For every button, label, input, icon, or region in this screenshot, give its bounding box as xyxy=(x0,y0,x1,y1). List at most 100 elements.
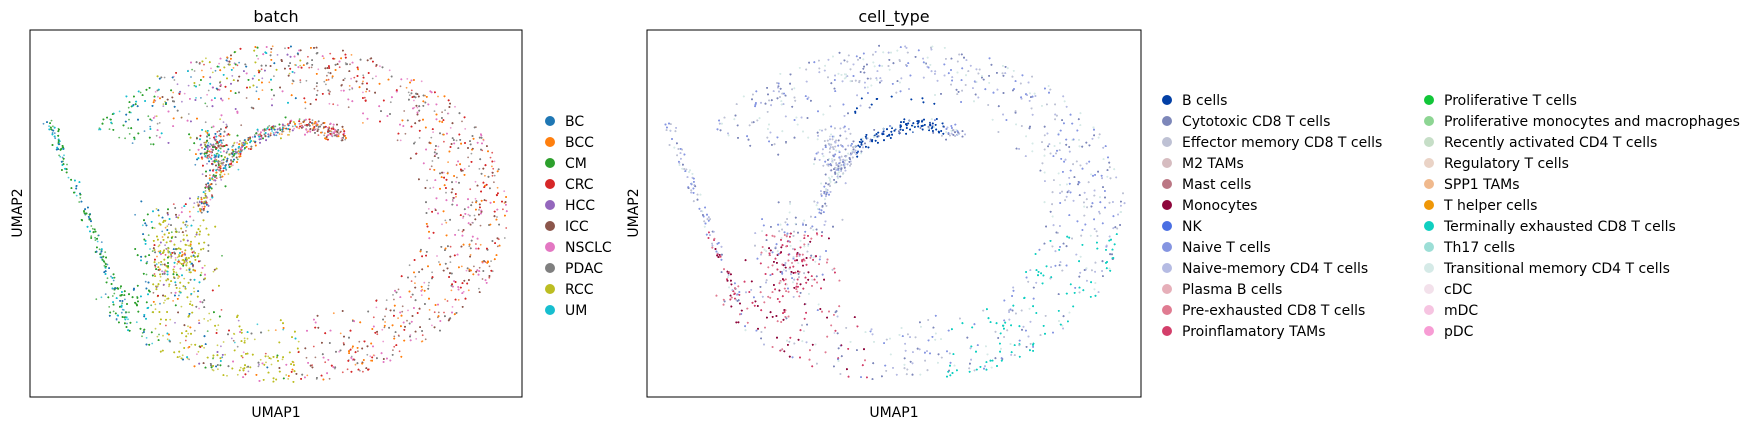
scatter-point xyxy=(176,256,179,259)
scatter-point xyxy=(147,234,150,237)
scatter-point xyxy=(153,227,156,230)
scatter-point xyxy=(210,144,213,147)
scatter-point xyxy=(429,168,431,171)
scatter-point xyxy=(155,134,158,137)
scatter-point xyxy=(193,250,195,253)
scatter-point xyxy=(154,266,157,268)
scatter-point xyxy=(264,352,267,355)
scatter-point xyxy=(165,247,168,250)
scatter-point xyxy=(186,357,189,360)
scatter-point xyxy=(185,226,188,228)
scatter-point xyxy=(217,324,220,327)
scatter-point xyxy=(209,198,212,201)
scatter-point xyxy=(281,133,283,136)
scatter-point xyxy=(172,300,175,302)
scatter-point xyxy=(128,311,130,314)
scatter-point xyxy=(362,370,364,373)
scatter-point xyxy=(206,93,209,96)
scatter-point xyxy=(379,65,381,68)
scatter-point xyxy=(227,97,230,100)
scatter-point xyxy=(174,228,177,231)
scatter-point xyxy=(94,239,97,242)
scatter-point xyxy=(143,130,146,133)
scatter-point xyxy=(447,112,450,115)
scatter-point xyxy=(420,294,423,297)
scatter-point xyxy=(154,90,157,93)
panel-batch: batch UMAP1 UMAP2 BCBCCCMCRCHCCICCNSCLCP… xyxy=(10,7,612,421)
scatter-point xyxy=(375,306,378,309)
scatter-point xyxy=(441,223,443,226)
scatter-point xyxy=(416,106,419,109)
scatter-point xyxy=(358,340,361,343)
scatter-point xyxy=(152,291,155,294)
scatter-point xyxy=(220,345,222,348)
scatter-point xyxy=(236,64,239,67)
scatter-point xyxy=(259,358,262,361)
scatter-point xyxy=(180,305,183,308)
scatter-point xyxy=(239,140,241,142)
scatter-point xyxy=(179,342,182,344)
scatter-point xyxy=(192,219,195,222)
scatter-point xyxy=(496,216,498,218)
scatter-point xyxy=(176,83,179,86)
scatter-point xyxy=(220,141,223,144)
scatter-point xyxy=(464,127,467,130)
scatter-point xyxy=(436,255,438,257)
scatter-point xyxy=(222,341,225,343)
scatter-point xyxy=(405,86,408,89)
scatter-point xyxy=(238,61,241,64)
scatter-point xyxy=(282,328,285,331)
scatter-point xyxy=(407,309,409,312)
scatter-point xyxy=(389,101,392,104)
scatter-point xyxy=(446,300,449,302)
scatter-point xyxy=(220,159,223,162)
scatter-point xyxy=(362,122,364,124)
scatter-point xyxy=(236,345,239,348)
scatter-point xyxy=(253,134,256,136)
scatter-point xyxy=(253,338,256,341)
scatter-point xyxy=(257,57,260,60)
scatter-point xyxy=(216,344,219,347)
scatter-point xyxy=(327,78,330,81)
scatter-point xyxy=(141,224,144,227)
scatter-point xyxy=(193,290,196,293)
scatter-point xyxy=(342,128,344,131)
scatter-point xyxy=(478,266,481,269)
scatter-point xyxy=(474,197,477,200)
scatter-point xyxy=(253,75,256,77)
scatter-point xyxy=(431,324,433,327)
scatter-point xyxy=(293,127,295,130)
scatter-point xyxy=(154,308,157,311)
scatter-point xyxy=(462,215,465,218)
scatter-point xyxy=(94,236,96,239)
scatter-point xyxy=(181,206,183,209)
scatter-point xyxy=(150,143,152,146)
scatter-point xyxy=(186,261,189,264)
scatter-point xyxy=(505,227,508,229)
scatter-point xyxy=(474,180,477,183)
scatter-point xyxy=(278,133,281,135)
scatter-point xyxy=(221,356,224,359)
scatter-point xyxy=(118,136,121,139)
scatter-point xyxy=(208,312,211,315)
scatter-point xyxy=(113,292,116,295)
scatter-point xyxy=(443,140,445,143)
scatter-point xyxy=(325,83,327,86)
scatter-point xyxy=(215,183,217,186)
scatter-point xyxy=(481,278,484,280)
scatter-point xyxy=(185,269,188,271)
scatter-point xyxy=(291,82,294,85)
scatter-point xyxy=(161,230,164,233)
scatter-point xyxy=(433,311,436,314)
scatter-point xyxy=(449,127,452,129)
scatter-point xyxy=(329,90,331,93)
scatter-point xyxy=(157,250,160,253)
scatter-point xyxy=(48,125,50,128)
scatter-point xyxy=(410,280,413,282)
scatter-point xyxy=(182,234,185,237)
scatter-point xyxy=(331,77,334,79)
scatter-point xyxy=(231,155,234,158)
scatter-point xyxy=(410,89,413,92)
scatter-point xyxy=(294,64,296,66)
scatter-point xyxy=(156,255,158,258)
